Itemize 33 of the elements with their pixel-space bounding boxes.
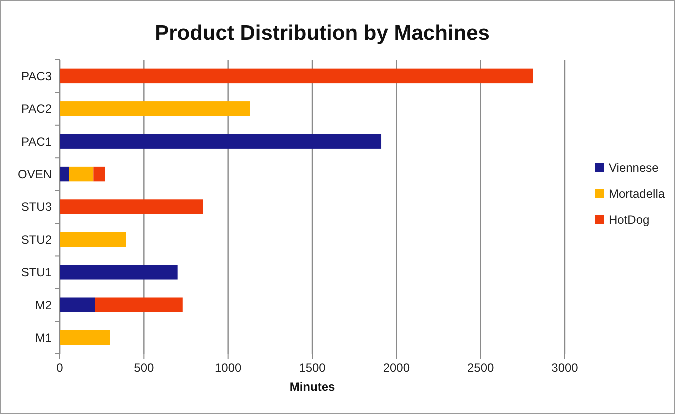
bar bbox=[94, 166, 106, 182]
x-tick-label: 3000 bbox=[552, 361, 579, 375]
bar bbox=[60, 265, 178, 280]
y-tick-label: PAC2 bbox=[22, 102, 52, 116]
y-tick-label: STU3 bbox=[21, 200, 52, 214]
x-tick-label: 1500 bbox=[299, 361, 326, 375]
bar bbox=[60, 68, 534, 84]
bar bbox=[69, 166, 94, 182]
bar bbox=[60, 232, 126, 248]
y-tick-label: STU1 bbox=[21, 266, 52, 280]
bar bbox=[60, 330, 110, 346]
legend-label: Viennese bbox=[609, 161, 660, 176]
legend-label: HotDog bbox=[609, 213, 650, 228]
y-tick-label: PAC3 bbox=[22, 69, 52, 84]
y-tick-label: M2 bbox=[35, 298, 52, 312]
x-tick-label: 2000 bbox=[383, 361, 410, 375]
x-axis-title: Minutes bbox=[290, 380, 336, 394]
x-tick-label: 2500 bbox=[467, 361, 495, 375]
bar bbox=[60, 298, 96, 312]
y-tick-label: M1 bbox=[35, 331, 52, 346]
x-tick-label: 500 bbox=[134, 361, 154, 375]
bar bbox=[60, 200, 204, 214]
y-tick-label: PAC1 bbox=[22, 134, 52, 149]
bar bbox=[60, 166, 70, 182]
x-tick-label: 1000 bbox=[214, 361, 242, 375]
y-tick-label: OVEN bbox=[18, 167, 52, 182]
y-tick-label: STU2 bbox=[21, 232, 52, 247]
x-tick-label: 0 bbox=[56, 361, 64, 375]
bar bbox=[60, 102, 250, 116]
chart-title: Product Distribution by Machines bbox=[155, 22, 490, 45]
bar bbox=[95, 298, 183, 312]
bar bbox=[60, 134, 382, 149]
legend-label: Mortadella bbox=[609, 187, 666, 202]
